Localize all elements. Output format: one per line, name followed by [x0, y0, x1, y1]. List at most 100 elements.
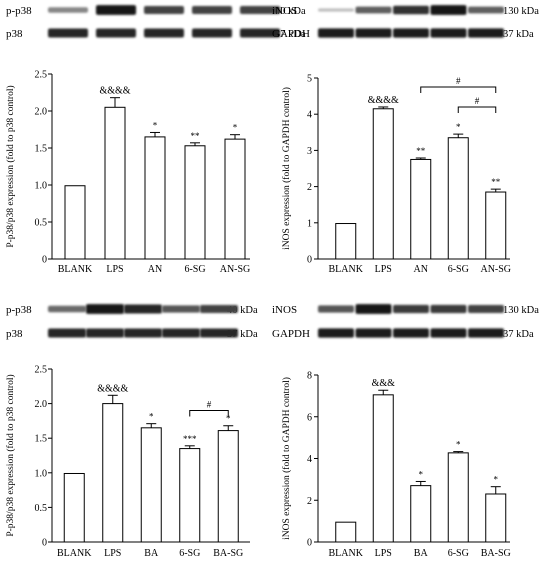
bracket-label: # — [456, 76, 461, 86]
bar — [102, 403, 124, 543]
x-tick-label: BA — [414, 548, 429, 559]
y-tick-label: 0 — [42, 255, 47, 266]
blot-band — [355, 28, 392, 38]
blot-panel-4: iNOS 130 kDa GAPDH 37 kDa — [272, 304, 539, 340]
x-tick-label: BLANK — [329, 264, 364, 275]
molecular-weight-label: 37 kDa — [503, 29, 534, 40]
bracket-label: # — [207, 400, 212, 410]
x-tick-label: 6-SG — [179, 548, 200, 559]
y-tick-label: 1 — [307, 218, 312, 229]
bar-chart-4: 0 2 4 6 8 iNOS expression (fold to GAPDH cont… — [281, 371, 511, 560]
blot-band — [200, 328, 238, 338]
blot-band — [318, 305, 354, 313]
comparison-bracket — [457, 106, 497, 113]
x-tick-label: AN — [148, 264, 162, 275]
blot-band — [355, 304, 392, 314]
bar — [224, 138, 246, 260]
y-tick-label: 0 — [42, 538, 47, 549]
blot-band — [48, 7, 88, 13]
bar-chart-3: 0 0.5 1.0 1.5 2.0 2.5 P-p38/p38 expression (fo… — [5, 365, 250, 559]
x-tick-label: 6-SG — [184, 264, 205, 275]
x-tick-label: BLANK — [329, 548, 364, 559]
y-tick-label: 2.0 — [35, 399, 48, 410]
y-tick-label: 1.5 — [35, 434, 48, 445]
blot-band — [200, 305, 238, 313]
blot-band — [393, 304, 429, 314]
y-tick-label: 5 — [307, 74, 312, 85]
bar — [64, 185, 86, 260]
blot-band — [86, 304, 124, 314]
blot-row-label: GAPDH — [272, 328, 310, 340]
x-tick-label: 6-SG — [448, 264, 469, 275]
significance-label: ** — [491, 177, 501, 187]
bar — [184, 145, 206, 260]
blot-band — [124, 304, 162, 314]
x-tick-label: AN-SG — [480, 264, 511, 275]
x-tick-label: AN-SG — [220, 264, 251, 275]
y-tick-label: 2 — [307, 496, 312, 507]
blot-row-label: p38 — [6, 328, 23, 340]
y-axis-label: P-p38/p38 expression (fold to p38 contro… — [5, 85, 16, 247]
blot-row-label: p-p38 — [6, 304, 32, 316]
molecular-weight-label: 40 kDa — [275, 6, 306, 17]
bar-chart-1: 0 0.5 1.0 1.5 2.0 2.5 P-p38/p38 expression (fo… — [5, 70, 250, 276]
blot-band — [318, 328, 354, 338]
significance-label: * — [494, 475, 499, 485]
blot-row-label: iNOS — [272, 304, 297, 316]
blot-panel-3: p-p38 40 kDa p38 37 kDa — [6, 304, 258, 340]
significance-label: * — [456, 122, 461, 132]
comparison-bracket — [420, 86, 497, 94]
y-tick-label: 3 — [307, 146, 312, 157]
x-tick-label: BLANK — [57, 548, 92, 559]
significance-label: * — [149, 412, 154, 422]
x-tick-label: 6-SG — [448, 548, 469, 559]
bar — [335, 223, 357, 260]
blot-band — [355, 328, 392, 338]
y-axis-label: iNOS expression (fold to GAPDH control) — [281, 87, 292, 250]
blot-band — [393, 5, 429, 15]
molecular-weight-label: 40 kDa — [227, 305, 258, 316]
significance-label: ** — [191, 131, 201, 141]
molecular-weight-label: 37 kDa — [503, 329, 534, 340]
blot-band — [430, 328, 467, 338]
significance-label: * — [456, 440, 461, 450]
bar — [144, 136, 166, 260]
blot-band — [430, 5, 467, 15]
bar — [372, 394, 394, 543]
bar — [485, 493, 507, 543]
blot-band — [468, 328, 504, 338]
blot-band — [240, 6, 280, 14]
blot-band — [192, 28, 232, 38]
significance-label: * — [233, 123, 238, 133]
x-tick-label: LPS — [106, 264, 123, 275]
bar — [410, 485, 432, 543]
blot-band — [162, 328, 200, 338]
significance-label: &&&& — [97, 383, 128, 394]
y-tick-label: 4 — [307, 110, 312, 121]
blot-band — [124, 328, 162, 338]
x-tick-label: LPS — [375, 264, 392, 275]
significance-label: * — [419, 469, 424, 479]
blot-band — [430, 28, 467, 38]
blot-band — [468, 6, 504, 14]
blot-row-label: p-p38 — [6, 5, 32, 17]
y-tick-label: 2 — [307, 182, 312, 193]
y-tick-label: 1.0 — [35, 468, 48, 479]
blot-panel-1: p-p38 40 kDa p38 37 kDa — [6, 5, 306, 40]
blot-band — [48, 305, 86, 313]
bar-chart-2: 0 1 2 3 4 5 iNOS expression (fold to GAPDH con… — [281, 74, 511, 276]
blot-band — [318, 28, 354, 38]
significance-label: &&& — [372, 378, 396, 389]
molecular-weight-label: 130 kDa — [503, 6, 539, 17]
x-tick-label: AN — [414, 264, 428, 275]
y-tick-label: 2.0 — [35, 107, 48, 118]
y-tick-label: 1.5 — [35, 144, 48, 155]
y-tick-label: 0 — [307, 538, 312, 549]
y-tick-label: 2.5 — [35, 70, 48, 81]
blot-band — [468, 28, 504, 38]
bar — [447, 452, 469, 543]
comparison-bracket — [189, 410, 229, 417]
blot-row-label: p38 — [6, 28, 23, 40]
bracket-label: # — [475, 96, 480, 106]
